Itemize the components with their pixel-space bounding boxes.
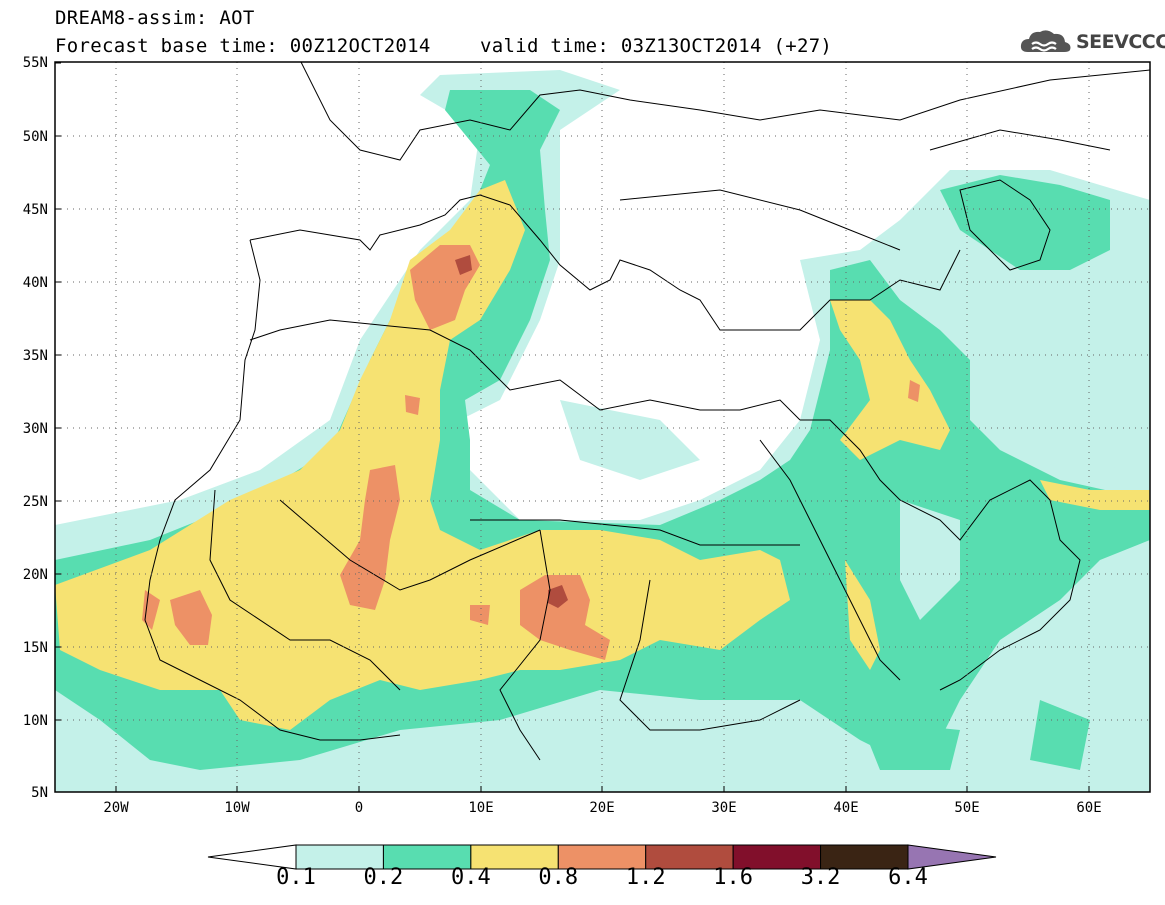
legend-tick: 1.2	[625, 865, 666, 890]
legend-swatch	[557, 844, 647, 870]
axis-ticks	[55, 62, 1090, 792]
lat-labels: 55N 50N 45N 40N 35N 30N 25N 20N 15N 10N …	[23, 55, 48, 801]
legend-swatch	[732, 844, 822, 870]
lat-label: 15N	[23, 640, 48, 656]
lon-label: 20E	[589, 800, 614, 816]
legend-arrow-high	[907, 844, 997, 870]
cloud-logo-icon	[1020, 30, 1071, 52]
logo-text: SEEVCCC	[1076, 31, 1165, 53]
coastlines	[144, 62, 1150, 761]
legend-tick: 0.2	[363, 865, 404, 890]
lat-label: 45N	[23, 202, 48, 218]
lon-labels: 20W 10W 0 10E 20E 30E 40E 50E 60E	[103, 800, 1101, 816]
valid-time: valid time: 03Z13OCT2014 (+27)	[480, 35, 833, 57]
legend-swatch	[820, 844, 909, 870]
lat-label: 10N	[23, 713, 48, 729]
lon-label: 60E	[1076, 800, 1101, 816]
lat-label: 40N	[23, 275, 48, 291]
lat-label: 20N	[23, 567, 48, 583]
aot-field	[55, 62, 1150, 792]
legend-swatch	[470, 844, 559, 870]
legend-tick: 1.6	[713, 865, 754, 890]
lon-label: 50E	[954, 800, 979, 816]
lat-label: 25N	[23, 494, 48, 510]
map-title: DREAM8-assim: AOT	[55, 7, 255, 29]
forecast-base-time: Forecast base time: 00Z12OCT2014	[55, 35, 431, 57]
legend-tick: 3.2	[800, 865, 841, 890]
lat-label: 5N	[31, 785, 48, 801]
lon-label: 0	[355, 800, 363, 816]
lat-label: 55N	[23, 55, 48, 71]
lon-label: 30E	[711, 800, 736, 816]
legend-tick: 0.1	[276, 865, 316, 890]
lat-label: 35N	[23, 348, 48, 364]
legend-tick: 6.4	[888, 865, 928, 890]
lon-label: 20W	[103, 800, 129, 816]
lat-label: 50N	[23, 129, 48, 145]
lon-label: 10E	[468, 800, 493, 816]
lon-label: 10W	[224, 800, 250, 816]
legend-tick-labels: 0.1 0.2 0.4 0.8 1.2 1.6 3.2 6.4	[0, 865, 1165, 895]
legend-tick: 0.4	[450, 865, 491, 890]
aot-band-0.4	[55, 180, 1150, 730]
legend-tick: 0.8	[538, 865, 579, 890]
lat-label: 30N	[23, 421, 48, 437]
legend-colorbar	[207, 844, 997, 870]
gridlines	[55, 62, 1150, 792]
lon-label: 40E	[833, 800, 858, 816]
aot-band-1.2	[455, 255, 568, 608]
